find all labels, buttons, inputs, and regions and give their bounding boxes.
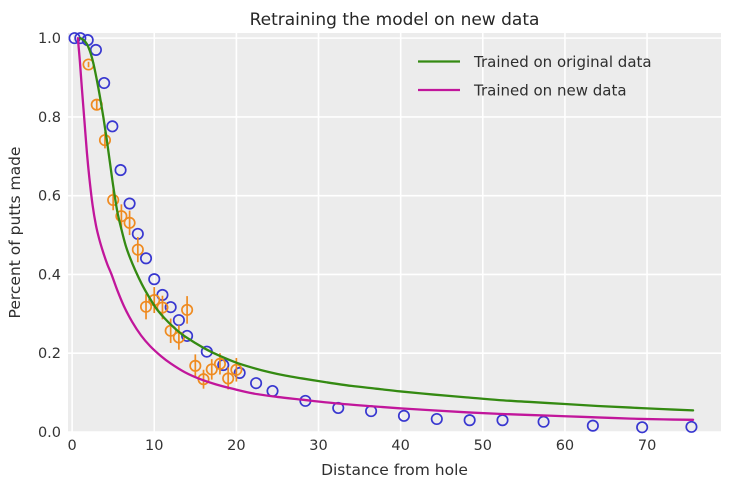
y-tick-label: 0.2 — [38, 346, 61, 362]
data-point-new — [586, 419, 599, 432]
data-point-new — [430, 412, 443, 426]
data-point-original — [222, 372, 235, 385]
curve-trained-on-new-data — [76, 36, 695, 421]
data-point-new — [74, 32, 87, 45]
data-point-new — [164, 301, 177, 314]
data-point-new — [139, 252, 153, 265]
legend-label-trained-new: Trained on new data — [473, 82, 627, 100]
data-point-new — [233, 366, 246, 379]
data-point-new — [148, 273, 161, 286]
legend-label-trained-original: Trained on original data — [473, 53, 652, 71]
plot-layers: 0 10 20 30 40 50 60 70 0.0 0.2 0.4 0.6 0.8 1.0 — [38, 31, 721, 454]
x-tick-label: 30 — [309, 438, 327, 454]
data-point-new — [89, 43, 102, 56]
y-tick-label: 0.0 — [38, 425, 61, 441]
legend: Trained on original data Trained on new … — [418, 53, 652, 100]
data-point-original — [131, 243, 144, 256]
x-tick-label: 0 — [67, 438, 76, 454]
x-tick-label: 50 — [474, 438, 492, 454]
x-tick-label: 40 — [391, 438, 409, 454]
data-point-new — [181, 329, 194, 342]
data-point-original — [107, 193, 120, 207]
x-tick-label: 70 — [638, 438, 656, 454]
data-point-new — [114, 164, 127, 177]
y-tick-label: 0.6 — [38, 189, 61, 205]
data-point-original — [115, 210, 128, 223]
y-tick-label: 0.4 — [38, 267, 61, 283]
y-axis-label: Percent of putts made — [6, 147, 24, 319]
data-point-original — [123, 216, 136, 229]
plot-area — [68, 33, 721, 432]
curve-trained-on-original-data — [79, 36, 695, 412]
x-axis-label: Distance from hole — [321, 461, 468, 479]
data-point-new — [685, 420, 698, 433]
x-tick-label: 10 — [145, 438, 163, 454]
data-point-new — [636, 421, 649, 434]
data-point-new — [123, 197, 136, 210]
data-point-original — [156, 301, 169, 314]
data-point-new — [463, 414, 476, 427]
data-point-original — [189, 359, 202, 372]
x-tick-label: 20 — [227, 438, 245, 454]
data-point-new — [106, 120, 119, 133]
data-point-original — [230, 363, 243, 376]
data-point-original — [139, 300, 153, 313]
data-point-original — [181, 303, 194, 316]
data-point-original — [205, 363, 218, 376]
x-tick-label: 60 — [556, 438, 574, 454]
y-tick-label: 1.0 — [38, 31, 61, 47]
data-point-original — [213, 357, 227, 370]
chart-title: Retraining the model on new data — [250, 10, 540, 30]
data-point-new — [250, 377, 263, 390]
data-point-new — [397, 409, 410, 422]
data-point-new — [98, 76, 111, 90]
y-tick-label: 0.8 — [38, 110, 61, 126]
